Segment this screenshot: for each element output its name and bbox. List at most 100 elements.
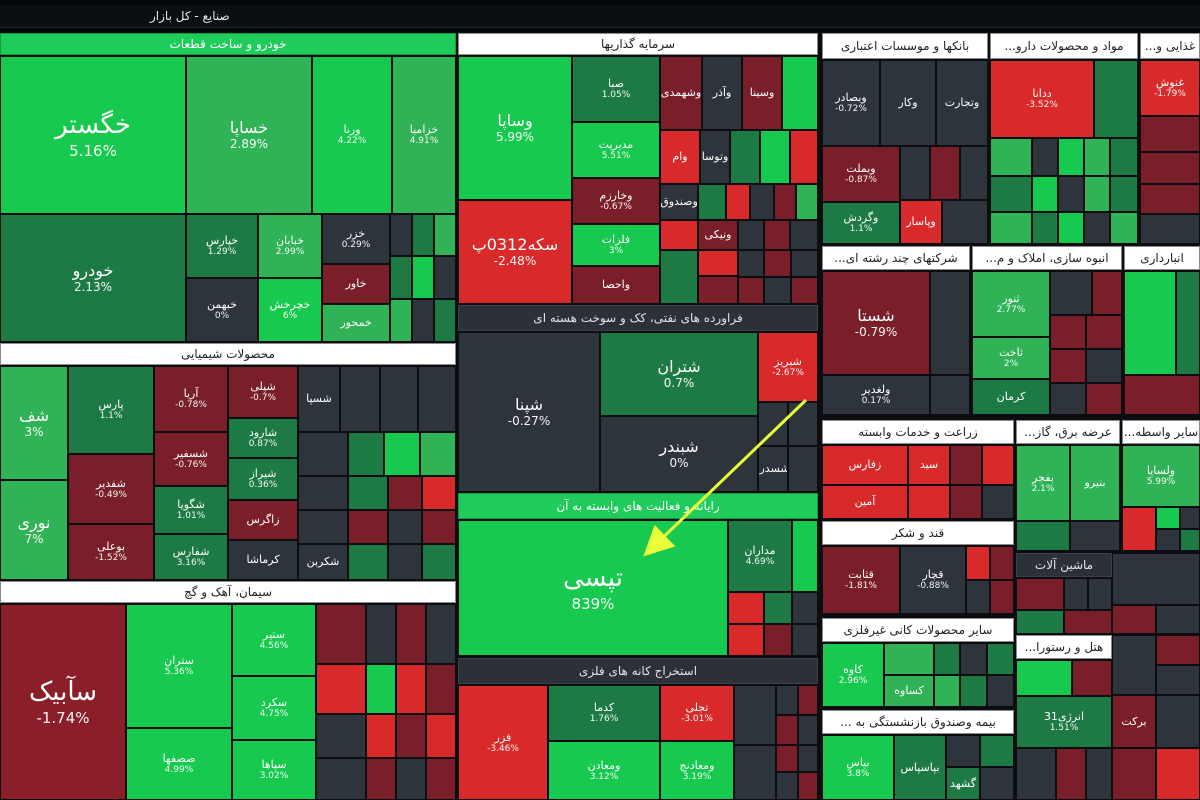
tile-small[interactable] bbox=[1180, 529, 1200, 551]
tile-shasfir[interactable]: شسپا bbox=[298, 366, 340, 432]
tile-arya[interactable]: آریا -0.78% bbox=[154, 366, 228, 432]
tile-small[interactable] bbox=[900, 146, 930, 200]
tile-small[interactable] bbox=[1086, 748, 1112, 800]
tile-small[interactable] bbox=[764, 624, 792, 656]
section-header-nonmetal[interactable]: سایر محصولات کانی غیرفلزی bbox=[822, 618, 1014, 642]
tile-small[interactable] bbox=[990, 580, 1014, 614]
tile-small[interactable] bbox=[776, 715, 798, 745]
tile-small[interactable] bbox=[426, 714, 456, 758]
tile-small[interactable] bbox=[390, 299, 412, 342]
tile-small[interactable] bbox=[366, 758, 396, 800]
section-header-sugar[interactable]: قند و شکر bbox=[822, 521, 1014, 545]
tile-small[interactable] bbox=[396, 664, 426, 714]
tile-kharamsha[interactable]: خزامیا 4.91% bbox=[392, 56, 456, 214]
tile-madaran[interactable]: مداران 4.69% bbox=[728, 520, 792, 592]
tile-small[interactable] bbox=[412, 299, 434, 342]
tile-small[interactable] bbox=[1112, 748, 1156, 800]
tile-small[interactable] bbox=[316, 714, 366, 758]
tile-small[interactable] bbox=[982, 445, 1014, 485]
tile-modiriat[interactable]: مدیریت 5.51% bbox=[572, 122, 660, 178]
tile-vtejarat[interactable]: وصندوق bbox=[660, 184, 698, 220]
tile-small[interactable] bbox=[792, 592, 818, 624]
tile-small[interactable] bbox=[1084, 212, 1110, 244]
tile-small[interactable] bbox=[1050, 383, 1086, 415]
tile-small[interactable] bbox=[422, 476, 456, 510]
tile-small[interactable] bbox=[1110, 212, 1138, 244]
tile-small[interactable] bbox=[380, 366, 418, 432]
tile-small[interactable] bbox=[1084, 176, 1110, 212]
section-header-investment[interactable]: سرمایه گذاریها bbox=[458, 33, 818, 55]
tile-small[interactable] bbox=[298, 510, 348, 544]
section-header-hotel[interactable]: هتل و رستورا... bbox=[1016, 635, 1112, 659]
tile-thakhat[interactable]: ثاخت 2% bbox=[972, 337, 1050, 379]
section-header-construction[interactable]: انبوه سازی، املاک و م... bbox=[972, 246, 1122, 270]
tile-small[interactable] bbox=[1058, 212, 1084, 244]
tile-small[interactable] bbox=[388, 544, 422, 580]
tile-small[interactable] bbox=[1056, 748, 1086, 800]
tile-small[interactable] bbox=[1156, 748, 1200, 800]
tile-small[interactable] bbox=[316, 758, 366, 800]
tile-small[interactable] bbox=[298, 476, 348, 510]
tile-small[interactable] bbox=[298, 432, 348, 476]
tile-brast[interactable]: برکت bbox=[1112, 695, 1156, 748]
tile-small[interactable] bbox=[764, 220, 790, 250]
tile-shepna[interactable]: شپنا -0.27% bbox=[458, 332, 600, 492]
tile-small[interactable] bbox=[990, 138, 1032, 176]
tile-small[interactable] bbox=[348, 510, 388, 544]
tile-small[interactable] bbox=[798, 772, 818, 800]
tile-small[interactable] bbox=[1124, 375, 1200, 415]
tile-shebandar[interactable]: شبندر 0% bbox=[600, 416, 758, 492]
tile-energy[interactable]: انرژی31 1.51% bbox=[1016, 696, 1112, 748]
tile-small[interactable] bbox=[348, 432, 384, 476]
tile-small[interactable] bbox=[1092, 271, 1122, 315]
tile-setran[interactable]: ستران 5.36% bbox=[126, 604, 232, 728]
tile-small[interactable] bbox=[1050, 315, 1086, 349]
tile-small[interactable] bbox=[884, 643, 934, 675]
tile-small[interactable] bbox=[776, 745, 798, 772]
tile-small[interactable] bbox=[1140, 184, 1200, 214]
tile-small[interactable] bbox=[750, 184, 774, 220]
tile-small[interactable] bbox=[1016, 610, 1064, 634]
tile-small[interactable] bbox=[934, 643, 960, 675]
tile-small[interactable] bbox=[698, 276, 738, 304]
tile-small[interactable] bbox=[1180, 507, 1200, 529]
tile-small[interactable] bbox=[390, 214, 412, 256]
tile-boali[interactable]: بوعلی -1.52% bbox=[68, 524, 154, 580]
tile-small[interactable] bbox=[934, 675, 960, 707]
tile-small[interactable] bbox=[434, 256, 456, 299]
tile-small[interactable] bbox=[426, 664, 456, 714]
tile-seke[interactable]: سکه0312پ -2.48% bbox=[458, 200, 572, 304]
tile-small[interactable] bbox=[798, 715, 818, 745]
tile-small[interactable] bbox=[1016, 578, 1064, 610]
tile-small[interactable] bbox=[1088, 578, 1112, 610]
tile-khiban[interactable]: خبابان 2.99% bbox=[258, 214, 322, 278]
tile-small[interactable] bbox=[384, 432, 420, 476]
tile-small[interactable] bbox=[434, 299, 456, 342]
tile-small[interactable] bbox=[1110, 176, 1138, 212]
tile-small[interactable] bbox=[348, 544, 388, 580]
tile-small[interactable] bbox=[774, 184, 796, 220]
tile-vsim[interactable]: وسینا bbox=[742, 56, 782, 130]
section-header-chemical[interactable]: محصولات شیمیایی bbox=[0, 343, 456, 365]
tile-small[interactable] bbox=[764, 250, 791, 277]
tile-small[interactable] bbox=[388, 510, 422, 544]
tile-small[interactable] bbox=[792, 624, 818, 656]
tile-small[interactable] bbox=[396, 714, 426, 758]
tile-small[interactable] bbox=[396, 758, 426, 800]
section-header-machinery[interactable]: ماشین آلات bbox=[1016, 553, 1112, 577]
tile-shiraz[interactable]: شیراز 0.36% bbox=[228, 458, 298, 500]
section-header-multi[interactable]: شرکتهای چند رشته ای... bbox=[822, 246, 970, 270]
tile-small[interactable] bbox=[366, 714, 396, 758]
tile-small[interactable] bbox=[798, 685, 818, 715]
tile-shabriz[interactable]: شبریز -2.67% bbox=[758, 332, 818, 402]
tile-small[interactable] bbox=[390, 256, 412, 299]
section-header-cement[interactable]: سیمان، آهک و گچ bbox=[0, 581, 456, 603]
tile-small[interactable] bbox=[316, 604, 366, 664]
tile-small[interactable] bbox=[776, 685, 798, 715]
tile-small[interactable] bbox=[990, 176, 1032, 212]
tile-shafars[interactable]: شفارس 3.16% bbox=[154, 534, 228, 580]
tile-small[interactable] bbox=[1156, 695, 1200, 748]
tile-karmasha[interactable]: کرماشا bbox=[228, 540, 298, 580]
tile-small[interactable] bbox=[396, 604, 426, 664]
tile-sabir[interactable]: ستیر 4.56% bbox=[232, 604, 316, 676]
